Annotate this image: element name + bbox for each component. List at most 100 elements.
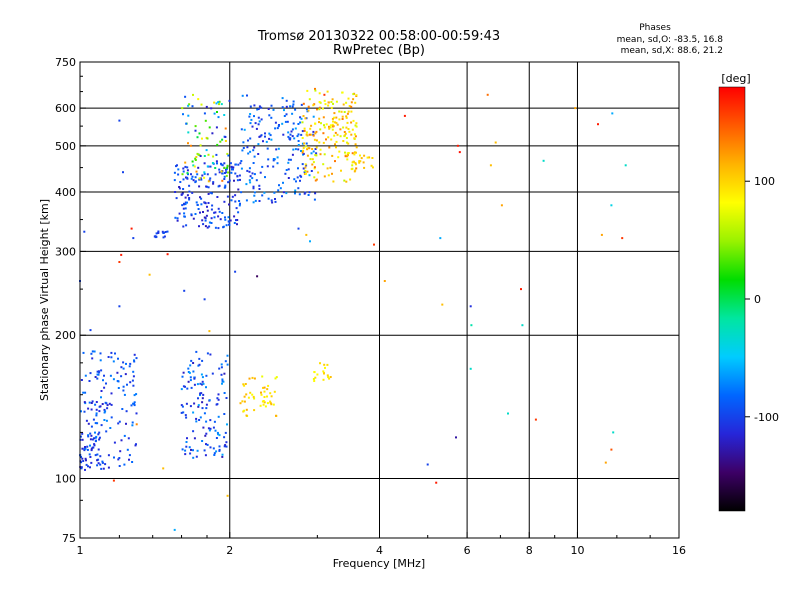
cluster-point: [181, 107, 184, 110]
cluster-point: [279, 187, 282, 190]
cluster-point: [371, 166, 374, 169]
cluster-point: [284, 120, 287, 123]
cluster-point: [255, 179, 258, 182]
chart-subtitle: RwPretec (Bp): [333, 43, 425, 58]
cluster-point: [273, 191, 276, 194]
cluster-point: [225, 168, 228, 171]
data-point: [521, 324, 524, 327]
cluster-point: [120, 375, 123, 378]
cluster-point: [303, 173, 306, 175]
cluster-point: [329, 124, 332, 127]
cluster-point: [259, 171, 262, 174]
cluster-point: [253, 377, 256, 380]
cluster-point: [215, 126, 218, 129]
cluster-point: [103, 374, 105, 377]
cluster-point: [190, 359, 193, 362]
cluster-point: [133, 394, 136, 397]
cluster-point: [269, 392, 272, 395]
cluster-point: [224, 140, 227, 142]
cluster-point: [187, 380, 190, 383]
cluster-point: [186, 172, 189, 175]
cluster-point: [264, 405, 267, 408]
data-point: [173, 528, 176, 531]
cluster-point: [331, 123, 334, 126]
cluster-point: [187, 131, 190, 134]
cluster-point: [266, 402, 269, 405]
cluster-point: [358, 160, 361, 163]
cluster-point: [320, 122, 322, 125]
cluster-point: [355, 122, 358, 125]
y-tick-label: 750: [55, 56, 76, 69]
cluster-point: [300, 103, 303, 106]
cluster-point: [312, 104, 315, 107]
cluster-point: [348, 105, 351, 107]
cluster-point: [338, 110, 341, 113]
cluster-point: [323, 153, 326, 156]
cluster-point: [256, 108, 259, 111]
cluster-point: [188, 371, 191, 374]
cluster-point: [121, 408, 124, 410]
cluster-point: [197, 404, 200, 407]
cluster-point: [218, 171, 221, 174]
data-point: [455, 436, 457, 439]
cluster-point: [202, 382, 205, 385]
cluster-point: [206, 352, 209, 355]
cluster-point: [202, 393, 205, 396]
cluster-point: [249, 391, 252, 394]
cluster-point: [249, 181, 252, 184]
cluster-point: [203, 171, 206, 174]
cluster-point: [182, 170, 185, 173]
cluster-point: [258, 184, 261, 187]
cluster-point: [195, 201, 198, 204]
data-point: [456, 144, 459, 147]
cluster-point: [213, 101, 216, 104]
cluster-point: [236, 179, 239, 182]
cluster-point: [332, 120, 334, 123]
cluster-point: [215, 153, 218, 156]
cluster-point: [195, 420, 198, 423]
cluster-point: [267, 158, 270, 161]
cluster-point: [219, 140, 222, 143]
cluster-point: [216, 143, 219, 146]
cluster-point: [291, 112, 294, 115]
cluster-point: [178, 187, 181, 190]
cluster-point: [185, 176, 187, 179]
cluster-point: [128, 454, 131, 457]
cluster-point: [106, 407, 109, 410]
cluster-point: [85, 459, 87, 462]
cluster-point: [201, 407, 204, 410]
cluster-point: [297, 144, 300, 146]
cluster-point: [221, 138, 224, 141]
cluster-point: [371, 157, 374, 159]
cluster-point: [243, 400, 246, 403]
cluster-point: [192, 430, 195, 433]
cluster-point: [243, 395, 246, 398]
cluster-point: [80, 379, 83, 381]
cluster-point: [353, 153, 356, 156]
cluster-point: [134, 444, 137, 447]
cluster-point: [132, 402, 135, 405]
cluster-point: [302, 102, 305, 105]
cluster-point: [186, 201, 188, 204]
cluster-point: [353, 170, 356, 173]
cluster-point: [116, 380, 119, 382]
cluster-point: [235, 219, 237, 222]
cluster-point: [354, 101, 357, 104]
cluster-point: [238, 174, 241, 177]
cluster-point: [334, 143, 336, 146]
cluster-point: [107, 356, 110, 358]
cluster-point: [297, 123, 300, 125]
cluster-point: [209, 446, 212, 449]
cluster-point: [314, 179, 317, 182]
cluster-point: [208, 221, 211, 224]
cluster-point: [326, 167, 329, 170]
cluster-point: [195, 417, 198, 420]
cluster-point: [308, 174, 311, 177]
cluster-point: [212, 155, 215, 158]
cluster-point: [205, 105, 208, 108]
cluster-point: [348, 130, 351, 133]
cluster-point: [247, 139, 249, 142]
cluster-point: [241, 94, 244, 97]
cluster-point: [264, 132, 266, 135]
cluster-point: [187, 114, 190, 117]
